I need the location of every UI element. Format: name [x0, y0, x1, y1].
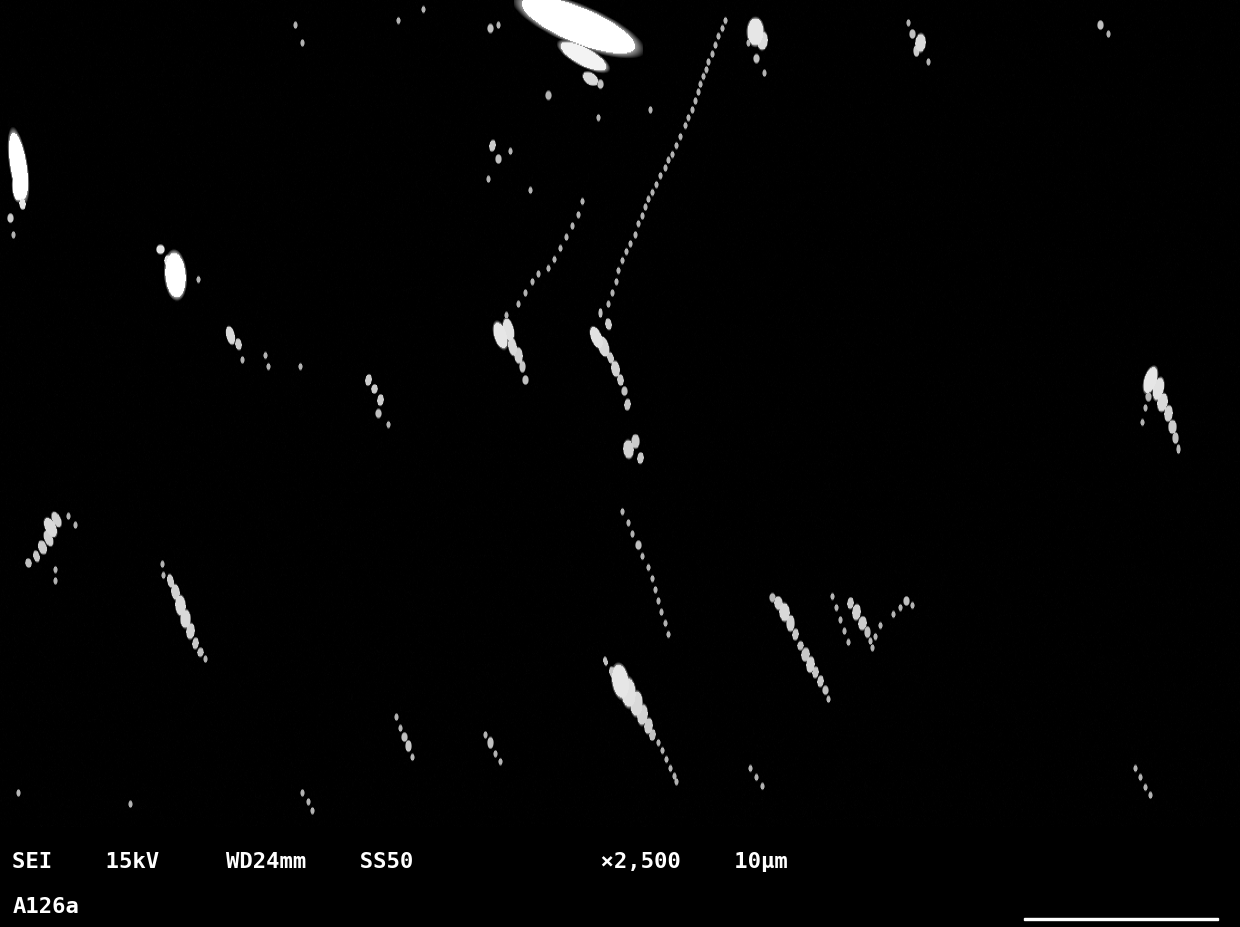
Text: SEI    15kV     WD24mm    SS50              ×2,500    10μm: SEI 15kV WD24mm SS50 ×2,500 10μm [12, 852, 789, 872]
Bar [1024, 918, 1218, 920]
Text: A126a: A126a [12, 897, 79, 917]
